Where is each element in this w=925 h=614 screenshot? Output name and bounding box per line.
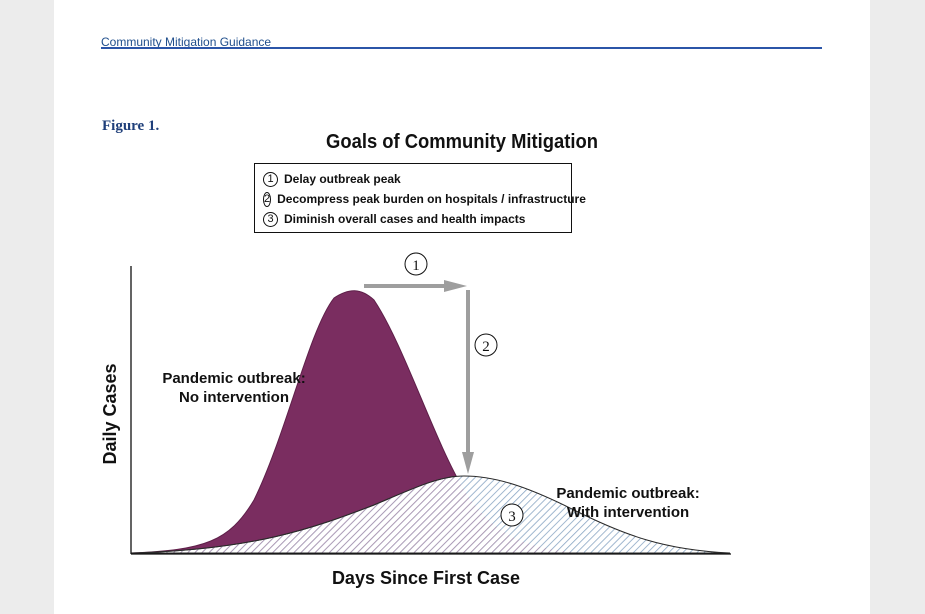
goal-text: Decompress peak burden on hospitals / in…: [277, 192, 586, 206]
no-intervention-label-1: Pandemic outbreak:: [162, 370, 305, 387]
document-page: Community Mitigation Guidance Figure 1. …: [54, 0, 870, 614]
marker-2: 2: [474, 333, 498, 357]
marker-2-label: 2: [482, 339, 490, 355]
marker-1-label: 1: [412, 258, 420, 274]
marker-3-label: 3: [508, 509, 516, 525]
with-intervention-label-1: Pandemic outbreak:: [556, 485, 699, 502]
no-intervention-label-2: No intervention: [179, 389, 289, 406]
with-intervention-label-2: With intervention: [567, 504, 689, 521]
running-header[interactable]: Community Mitigation Guidance: [101, 35, 272, 49]
decompress-arrow: [462, 290, 474, 474]
marker-1: 1: [404, 252, 428, 276]
goal-number-circle: 1: [263, 171, 278, 187]
goal-number-circle: 2: [263, 191, 272, 207]
goal-item: 3 Diminish overall cases and health impa…: [263, 209, 571, 229]
header-rule: [101, 47, 822, 49]
goal-text: Delay outbreak peak: [284, 172, 401, 186]
goals-legend-box: 1 Delay outbreak peak 2 Decompress peak …: [254, 163, 586, 233]
goal-text: Diminish overall cases and health impact…: [284, 212, 526, 226]
mitigation-chart: 1 2 3 Pandemic outbreak: No intervention…: [100, 252, 731, 588]
marker-3: 3: [500, 503, 524, 527]
goal-item: 2 Decompress peak burden on hospitals / …: [263, 189, 586, 209]
goal-number-circle: 3: [263, 211, 278, 227]
x-axis-label: Days Since First Case: [332, 568, 520, 588]
y-axis-label: Daily Cases: [100, 363, 120, 464]
delay-arrow: [364, 280, 467, 292]
goal-item: 1 Delay outbreak peak: [263, 169, 571, 189]
figure-title: Goals of Community Mitigation: [326, 131, 598, 153]
figure-label: Figure 1.: [102, 118, 160, 134]
